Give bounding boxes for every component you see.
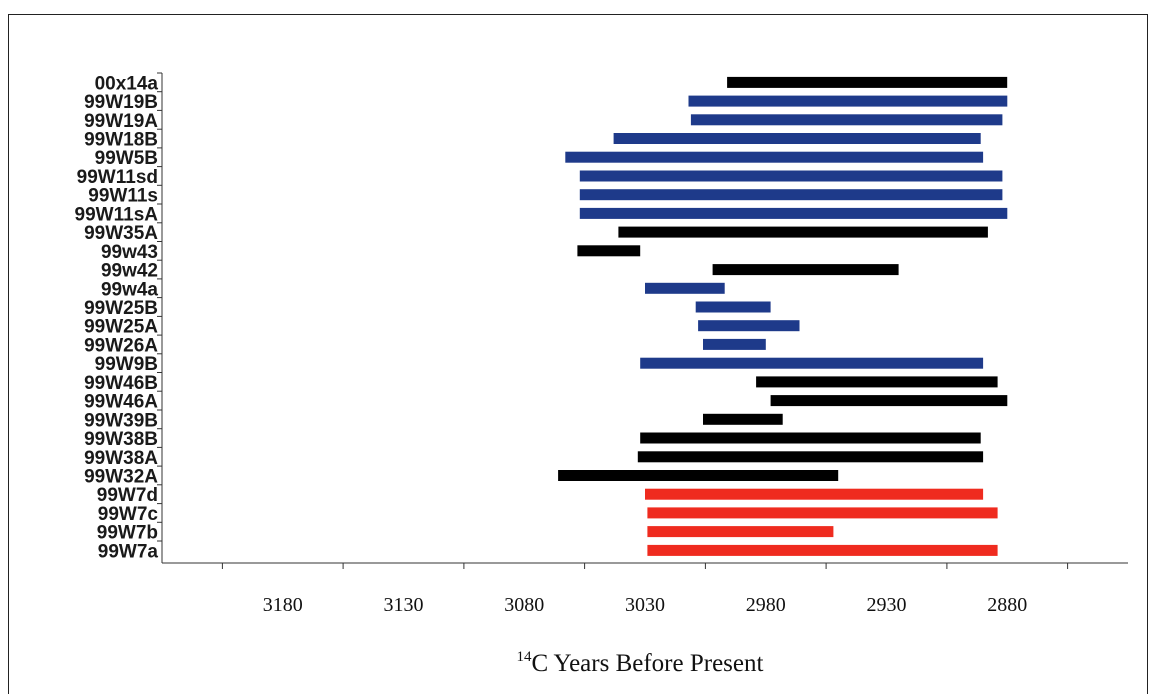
category-labels-group: 00x14a99W19B99W19A99W18B99W5B99W11sd99W1… <box>75 73 159 562</box>
bar-99w4a <box>645 282 725 294</box>
axes-group <box>157 72 1128 569</box>
bar-99w38b <box>640 432 981 444</box>
category-label: 99W46B <box>84 373 158 394</box>
x-axis-label: 14C Years Before Present <box>517 649 764 677</box>
x-tick-label: 3130 <box>384 594 424 616</box>
bar-99w9b <box>640 357 984 369</box>
bar-99w11sd <box>579 170 1003 182</box>
category-label: 99W11s <box>88 186 158 207</box>
chart-frame <box>8 14 1148 694</box>
bar-99w35a <box>618 226 988 238</box>
category-label: 00x14a <box>95 73 159 94</box>
x-tick-label: 2980 <box>746 594 786 616</box>
category-label: 99W25B <box>84 298 158 319</box>
bar-99w11s <box>579 189 1003 201</box>
category-label: 99W19A <box>84 111 158 132</box>
bar-99w46b <box>756 376 998 388</box>
x-tick-label: 2880 <box>987 594 1027 616</box>
category-label: 99W5B <box>95 148 158 169</box>
category-label: 99W39B <box>84 410 158 431</box>
category-label: 99W7c <box>98 504 159 525</box>
bar-99w38a <box>637 451 984 463</box>
bar-99w19b <box>688 95 1008 107</box>
category-label: 99W11sd <box>77 167 158 188</box>
category-label: 99w42 <box>101 261 158 282</box>
category-label: 99w43 <box>101 242 158 263</box>
bar-99w7d <box>645 488 984 500</box>
bar-99w7c <box>647 507 998 519</box>
bar-99w7b <box>647 526 834 538</box>
bar-99w18b <box>613 133 981 144</box>
bar-99w7a <box>647 544 998 556</box>
category-label: 99W18B <box>84 130 158 151</box>
bar-99w43 <box>577 245 641 257</box>
category-label: 99W38B <box>84 429 158 450</box>
bar-00x14a <box>727 76 1008 88</box>
category-label: 99W46A <box>84 392 158 413</box>
x-tick-label: 2930 <box>867 594 907 616</box>
category-label: 99W26A <box>84 335 158 356</box>
category-label: 99W7d <box>97 485 158 506</box>
bar-99w26a <box>703 338 766 350</box>
x-tick-label: 3030 <box>625 594 665 616</box>
category-label: 99W11sA <box>75 204 159 225</box>
category-label: 99W9B <box>95 354 158 375</box>
bar-99w25b <box>695 301 771 313</box>
bar-99w25a <box>698 320 800 332</box>
x-ticks-group: 3180 3130 3080 3030 2980 2930 2880 <box>263 594 1027 616</box>
category-label: 99W35A <box>84 223 158 244</box>
bar-99w32a <box>558 470 839 481</box>
bar-99w46a <box>770 395 1008 407</box>
x-tick-label: 3180 <box>263 594 303 616</box>
x-tick-label: 3080 <box>504 594 544 616</box>
category-label: 99w4a <box>101 279 158 300</box>
bar-99w5b <box>565 151 984 163</box>
bar-99w39b <box>703 413 783 425</box>
x-axis-label-text: C Years Before Present <box>532 650 764 677</box>
category-label: 99W32A <box>84 467 158 488</box>
bar-99w19a <box>690 114 1003 126</box>
category-label: 99W7b <box>97 523 158 544</box>
category-label: 99W25A <box>84 317 158 338</box>
x-axis-label-superscript: 14 <box>517 649 533 665</box>
category-label: 99W38A <box>84 448 158 469</box>
bar-99w11sa <box>579 207 1008 219</box>
category-label: 99W19B <box>84 92 158 113</box>
bar-99w42 <box>712 264 899 276</box>
category-label: 99W7a <box>98 541 159 562</box>
bars-group <box>558 76 1008 556</box>
